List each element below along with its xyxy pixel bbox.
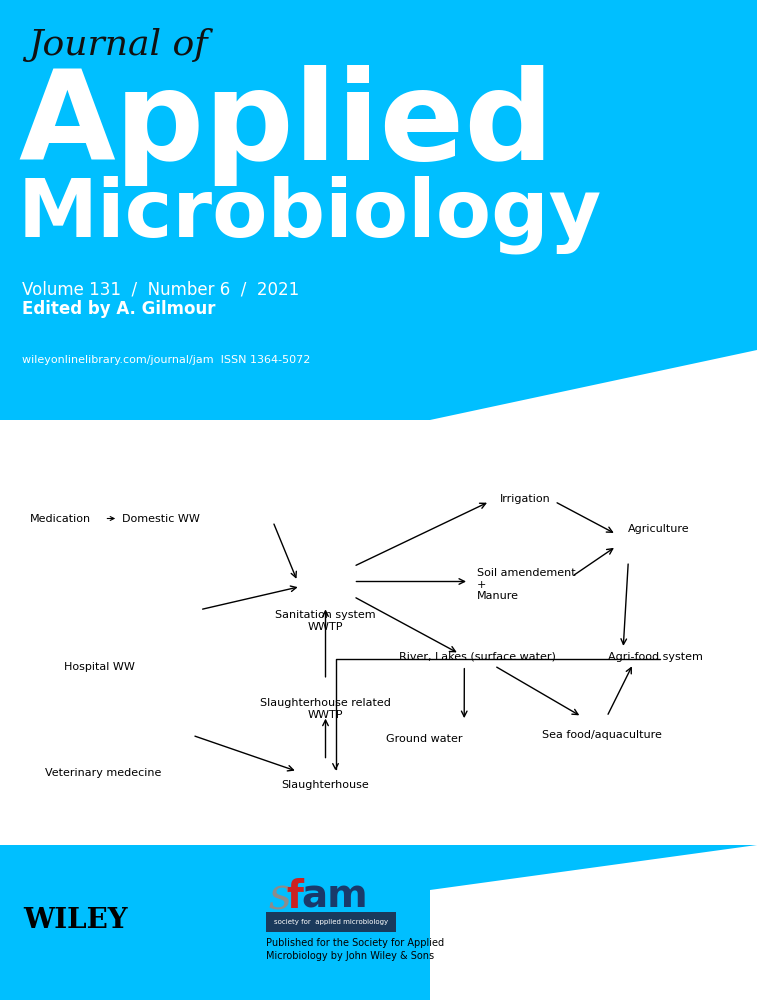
Text: Sanitation system
WWTP: Sanitation system WWTP [276,609,375,632]
Text: Domestic WW: Domestic WW [122,514,200,524]
Text: Sea food/aquaculture: Sea food/aquaculture [542,730,662,740]
Text: am: am [301,878,368,916]
Text: Slaughterhouse related
WWTP: Slaughterhouse related WWTP [260,698,391,720]
Bar [266,912,397,932]
Text: Agri-food system: Agri-food system [608,652,703,662]
Text: society for  applied microbiology: society for applied microbiology [274,919,388,925]
Text: Ground water: Ground water [386,734,463,744]
Text: WILEY: WILEY [23,906,128,934]
Text: Edited by A. Gilmour: Edited by A. Gilmour [22,300,216,318]
Bar [0,845,757,1000]
Text: Soil amendement
+
Manure: Soil amendement + Manure [477,568,575,601]
Bar [0,0,757,420]
Text: f: f [286,878,303,916]
Text: Hospital WW: Hospital WW [64,662,136,672]
Text: wileyonlinelibrary.com/journal/jam  ISSN 1364-5072: wileyonlinelibrary.com/journal/jam ISSN … [22,355,310,365]
Polygon shape [430,845,757,1000]
Text: Applied: Applied [18,65,554,186]
Text: Agriculture: Agriculture [628,524,690,534]
Text: Slaughterhouse: Slaughterhouse [282,780,369,790]
Polygon shape [430,350,757,420]
Text: Irrigation: Irrigation [500,494,550,504]
Text: Microbiology: Microbiology [18,175,603,253]
Text: Volume 131  /  Number 6  /  2021: Volume 131 / Number 6 / 2021 [22,280,299,298]
Text: River, Lakes (surface water): River, Lakes (surface water) [400,652,556,662]
Text: Journal of: Journal of [28,28,207,62]
Text: Veterinary medecine: Veterinary medecine [45,768,162,778]
Text: s: s [269,875,291,919]
Text: Medication: Medication [30,514,92,524]
Text: Published for the Society for Applied
Microbiology by John Wiley & Sons: Published for the Society for Applied Mi… [266,938,444,961]
